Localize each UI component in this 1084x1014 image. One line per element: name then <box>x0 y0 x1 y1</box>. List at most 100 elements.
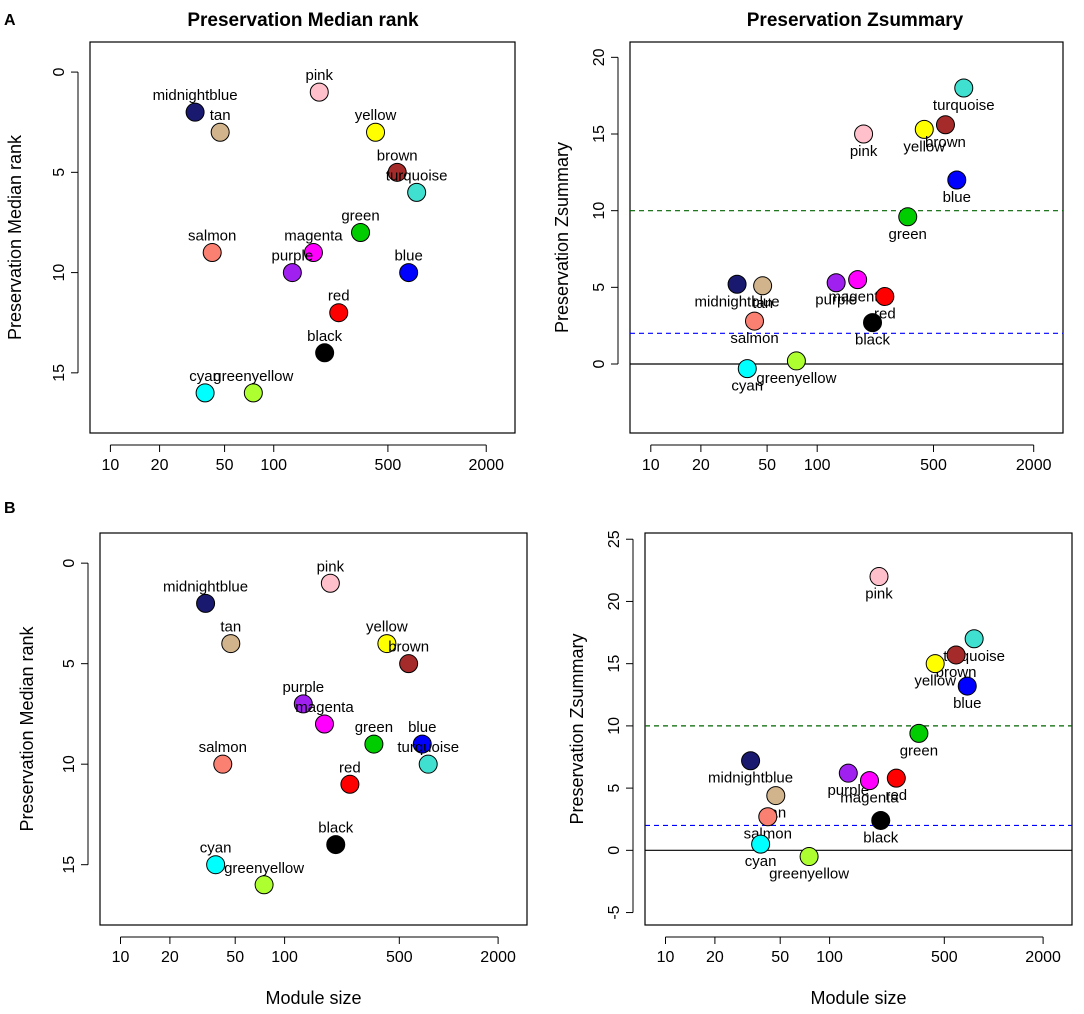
chart-a-right: 10 20 50 100 500 2000 0 5 10 15 20 Preservation Zsu… <box>552 41 1064 474</box>
chart-a-left-point-yellow <box>366 122 386 142</box>
chart-b-left-point-label-tan: tan <box>220 619 241 636</box>
chart-a-right-x-tick-label: 10 <box>642 457 660 474</box>
chart-a-right-point-green <box>898 207 918 227</box>
chart-b-right-point-tan <box>766 786 786 806</box>
chart-a-right-x-tick-label: 500 <box>920 457 947 474</box>
chart-a-left-point-green <box>351 222 371 242</box>
chart-b-right-point-label-magenta: magenta <box>840 790 899 807</box>
chart-b-left-point-label-green: green <box>355 719 393 736</box>
chart-b-right-point-label-black: black <box>863 829 899 846</box>
chart-a-left-x-tick-label: 500 <box>375 457 402 474</box>
chart-b-left-point-label-greenyellow: greenyellow <box>224 860 304 877</box>
chart-b-right-point-label-pink: pink <box>865 586 893 603</box>
chart-b-right-point-cyan <box>751 834 771 854</box>
chart-a-right-title: Preservation Zsummary <box>747 10 964 31</box>
chart-b-left-point-blue <box>412 734 432 754</box>
chart-a-right-point-label-blue: blue <box>943 189 971 206</box>
chart-a-right-point-label-midnightblue: midnightblue <box>695 293 780 310</box>
chart-a-right-point-black <box>863 313 883 333</box>
chart-b-left-x-axis-label: Module size <box>265 988 361 1008</box>
chart-a-right-point-cyan <box>737 359 757 379</box>
chart-a-right-y-tick-label: 10 <box>591 202 608 220</box>
chart-a-right-point-label-purple: purple <box>815 292 857 309</box>
chart-a-left-plot-frame <box>89 41 516 434</box>
chart-a-right-point-label-salmon: salmon <box>730 330 778 347</box>
panel-letter-a: A <box>4 12 16 29</box>
chart-a-right-point-greenyellow <box>786 351 806 371</box>
chart-b-right-point-salmon <box>758 807 778 827</box>
chart-a-left-point-label-greenyellow: greenyellow <box>213 368 293 385</box>
chart-b-left-point-label-turquoise: turquoise <box>397 739 459 756</box>
chart-b-left-point-salmon <box>213 754 233 774</box>
chart-a-right-point-magenta <box>848 270 868 290</box>
panel-letter-b: B <box>4 500 16 517</box>
chart-b-right-y-tick-label: -5 <box>606 905 623 919</box>
chart-a-left-y-axis-label: Preservation Median rank <box>5 134 25 340</box>
chart-a-right-point-label-cyan: cyan <box>731 378 763 395</box>
chart-b-left-point-brown <box>399 654 419 674</box>
chart-a-left-point-blue <box>399 263 419 283</box>
chart-a-left-point-label-blue: blue <box>394 248 422 265</box>
chart-a-left-point-label-salmon: salmon <box>188 228 236 245</box>
chart-a-right-point-tan <box>753 276 773 296</box>
chart-a-right-y-tick-label: 0 <box>591 359 608 368</box>
chart-a-left-point-purple <box>282 263 302 283</box>
chart-a-right-point-blue <box>947 170 967 190</box>
chart-b-left-point-greenyellow <box>254 875 274 895</box>
chart-a-left-point-brown <box>387 162 407 182</box>
chart-b-left-point-red <box>340 774 360 794</box>
chart-a-right-point-salmon <box>745 311 765 331</box>
chart-a-right-y-tick-label: 20 <box>591 48 608 66</box>
chart-b-right-point-label-yellow: yellow <box>914 673 956 690</box>
chart-a-left-point-magenta <box>303 243 323 263</box>
chart-b-right-x-tick-label: 500 <box>931 949 958 966</box>
chart-a-left-point-label-magenta: magenta <box>284 228 343 245</box>
chart-b-left-point-green <box>364 734 384 754</box>
chart-b-right-y-tick-label: 0 <box>606 846 623 855</box>
chart-a-left-x-tick-label: 2000 <box>468 457 504 474</box>
chart-a-left: 10 20 50 100 500 2000 0 5 10 15 Preservation Media… <box>5 41 516 474</box>
chart-b-left-point-turquoise <box>418 754 438 774</box>
chart-b-left-point-pink <box>320 573 340 593</box>
chart-b-right-point-green <box>909 723 929 743</box>
chart-b-right-y-tick-label: 25 <box>606 530 623 548</box>
chart-a-right-point-red <box>875 287 895 307</box>
chart-a-right-point-brown <box>935 115 955 135</box>
chart-b-right-y-tick-label: 20 <box>606 592 623 610</box>
chart-b-right-point-label-blue: blue <box>953 695 981 712</box>
chart-b-right-point-label-green: green <box>900 742 938 759</box>
chart-a-right-x-tick-label: 100 <box>804 457 831 474</box>
chart-b-left-y-axis-label: Preservation Median rank <box>17 625 37 831</box>
chart-a-right-point-turquoise <box>954 78 974 98</box>
chart-b-right-point-pink <box>869 567 889 587</box>
chart-a-left-point-cyan <box>195 383 215 403</box>
chart-b-left-point-label-cyan: cyan <box>200 840 232 857</box>
chart-b-left: 10 20 50 100 500 2000 0 5 10 15 Preservation Media… <box>17 532 528 1008</box>
chart-a-right-point-label-black: black <box>855 332 891 349</box>
chart-a-right-x-tick-label: 20 <box>692 457 710 474</box>
chart-b-right-y-tick-label: 15 <box>606 655 623 673</box>
chart-b-right-x-axis-label: Module size <box>810 988 906 1008</box>
chart-b-left-x-tick-label: 100 <box>271 949 298 966</box>
chart-a-right-point-purple <box>826 273 846 293</box>
chart-a-right-y-axis-label: Preservation Zsummary <box>552 142 572 333</box>
chart-b-left-point-label-magenta: magenta <box>295 699 354 716</box>
chart-b-right-x-tick-label: 2000 <box>1025 949 1061 966</box>
chart-b-left-point-label-brown: brown <box>388 639 429 656</box>
chart-a-right-x-tick-label: 2000 <box>1016 457 1052 474</box>
chart-a-right-point-label-green: green <box>889 226 927 243</box>
chart-b-right-x-tick-label: 10 <box>657 949 675 966</box>
chart-b-left-point-purple <box>293 694 313 714</box>
chart-b-right-point-red <box>886 768 906 788</box>
chart-a-left-point-label-brown: brown <box>377 147 418 164</box>
chart-a-left-x-tick-label: 20 <box>151 457 169 474</box>
chart-b-right-point-label-cyan: cyan <box>745 853 777 870</box>
chart-a-right-y-tick-label: 15 <box>591 125 608 143</box>
chart-b-left-point-black <box>326 835 346 855</box>
chart-a-right-point-yellow <box>914 119 934 139</box>
chart-b-right-point-greenyellow <box>799 847 819 867</box>
chart-b-left-x-tick-label: 50 <box>226 949 244 966</box>
chart-a-right-point-label-turquoise: turquoise <box>933 97 995 114</box>
chart-b-left-point-label-midnightblue: midnightblue <box>163 578 248 595</box>
